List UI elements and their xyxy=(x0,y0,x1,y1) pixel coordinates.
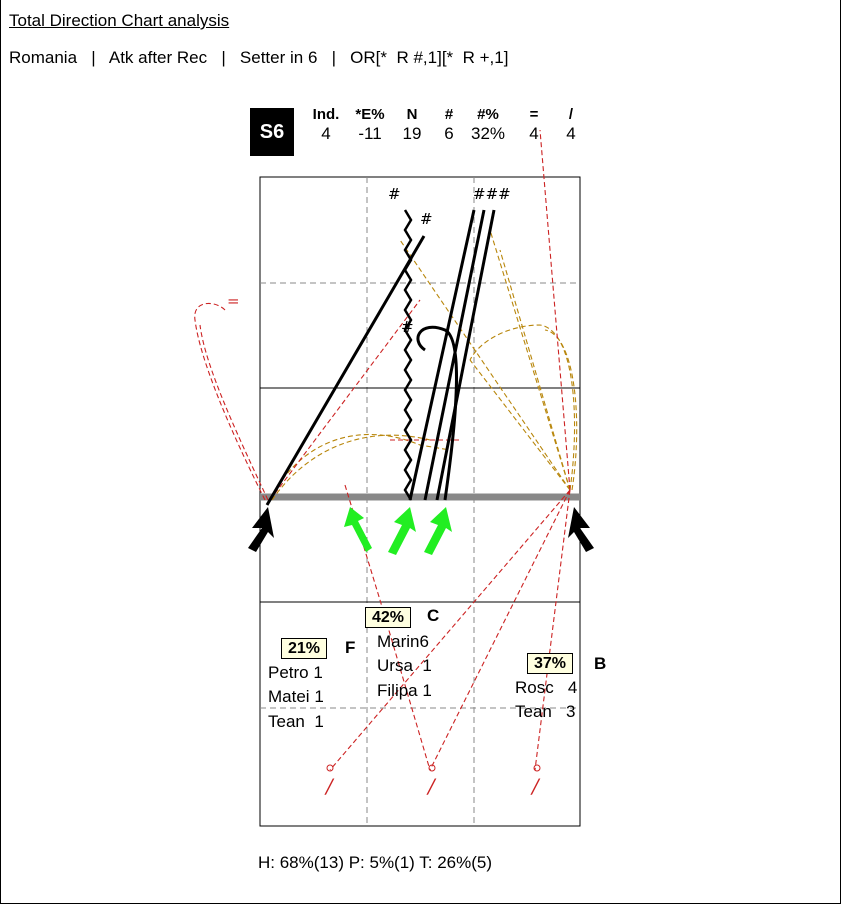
filter-separator: | xyxy=(91,48,96,67)
filter-phase: Atk after Rec xyxy=(108,48,208,67)
zone-c-player: Ursa 1 xyxy=(377,656,432,675)
stat-efficiency: *E% -11 xyxy=(355,106,385,143)
kill-trajectories xyxy=(265,209,496,506)
zone-b-percent: 37% xyxy=(527,653,574,674)
zone-b-player: Tean 3 xyxy=(515,702,576,721)
zone-f-player: Tean 1 xyxy=(268,712,324,731)
stat-errors: = 4 xyxy=(529,106,539,143)
filter-condition: OR[* R #,1][* R +,1] xyxy=(350,48,509,67)
page-title[interactable]: Total Direction Chart analysis xyxy=(9,11,230,30)
kill-symbol: # xyxy=(401,318,414,336)
zone-c-player: Marin6 xyxy=(377,632,429,651)
zone-f-player: Matei 1 xyxy=(268,687,324,706)
blocked-symbol: / xyxy=(428,774,435,798)
other-trajectories xyxy=(269,229,578,501)
filter-team: Romania xyxy=(9,48,78,67)
blocked-symbol: / xyxy=(532,774,539,798)
zone-b-player: Rosc 4 xyxy=(515,678,578,697)
attack-type-summary: H: 68%(13) P: 5%(1) T: 26%(5) xyxy=(258,853,492,872)
zone-b-label: B xyxy=(594,654,607,673)
error-trajectories xyxy=(194,129,571,771)
filter-row: Romania | Atk after Rec | Setter in 6 | … xyxy=(9,48,508,68)
zone-f-label: F xyxy=(345,638,356,657)
rotation-badge: S6 xyxy=(250,108,294,156)
origin-arrows xyxy=(248,507,594,555)
court-outline xyxy=(259,176,581,827)
error-symbol: = xyxy=(227,292,240,310)
stat-kill-pct: #% 32% xyxy=(470,106,506,143)
blocked-symbol: / xyxy=(326,774,333,798)
zone-f-percent: 21% xyxy=(281,638,328,659)
filter-separator: | xyxy=(221,48,226,67)
stat-blocked: /4 xyxy=(566,106,576,143)
stat-total: N 19 xyxy=(402,106,422,143)
filter-rotation: Setter in 6 xyxy=(239,48,318,67)
kill-symbol-group: ### xyxy=(473,185,511,203)
zone-c-label: C xyxy=(427,606,440,625)
zone-f-player: Petro 1 xyxy=(268,663,323,682)
stat-kills: #6 xyxy=(444,106,454,143)
end-markers xyxy=(326,764,541,772)
court-grid xyxy=(260,177,580,826)
stat-ind: Ind. 4 xyxy=(312,106,340,143)
kill-symbol: # xyxy=(388,185,401,203)
kill-symbol: # xyxy=(420,210,433,228)
zone-c-percent: 42% xyxy=(365,607,412,628)
zone-c-player: Filipa 1 xyxy=(377,681,432,700)
filter-separator: | xyxy=(331,48,336,67)
